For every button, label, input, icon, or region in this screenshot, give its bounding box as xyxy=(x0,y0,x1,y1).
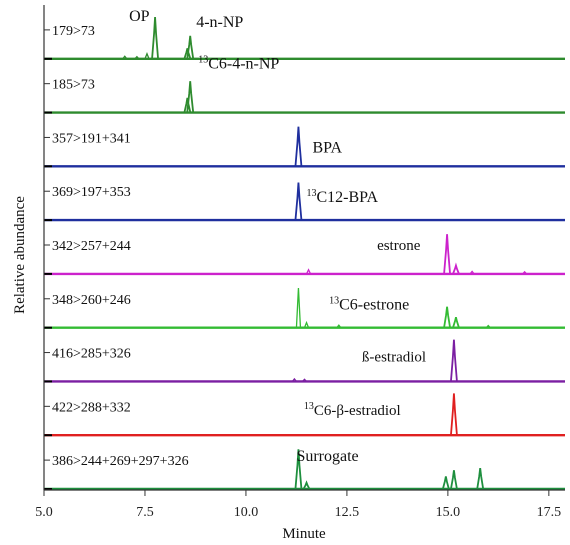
chromatogram-peak xyxy=(443,306,451,328)
transition-label: 369>197+353 xyxy=(52,185,131,200)
noise-spike xyxy=(291,377,297,382)
x-tick-label: 10.0 xyxy=(234,505,259,520)
noise-spike xyxy=(522,270,528,275)
chromatogram-peak xyxy=(151,16,159,59)
chromatogram-peak xyxy=(450,393,458,436)
compound-label: 4-n-NP xyxy=(196,14,243,31)
chromatogram-panel: 185>73 13C6-4-n-NP xyxy=(44,55,565,114)
transition-label: 357>191+341 xyxy=(52,131,131,146)
compound-label: 13C12-BPA xyxy=(306,188,378,206)
noise-spike xyxy=(295,287,302,328)
chromatogram-peak xyxy=(183,97,192,113)
compound-label: estrone xyxy=(377,238,421,254)
transition-label: 185>73 xyxy=(52,78,95,93)
noise-spike xyxy=(302,378,307,382)
compound-label: 13C6-estrone xyxy=(329,296,409,314)
chromatogram-peak xyxy=(443,234,451,274)
noise-spike xyxy=(336,324,342,329)
chromatogram-peak xyxy=(441,476,450,490)
noise-spike xyxy=(485,324,491,329)
transition-label: 422>288+332 xyxy=(52,400,131,415)
chromatogram-peak xyxy=(294,182,303,221)
chromatogram-panel: 416>285+326 ß-estradiol xyxy=(44,339,565,383)
x-tick-label: 15.0 xyxy=(436,505,461,520)
noise-spike xyxy=(134,55,140,60)
compound-label: ß-estradiol xyxy=(362,349,426,365)
chromatogram-panels: 179>73 OP 4-n-NP 185>73 13C6-4-n-NP 357>191+3… xyxy=(44,8,565,491)
transition-label: 342>257+244 xyxy=(52,239,131,254)
chromatogram-peak xyxy=(450,339,458,382)
x-tick-label: 17.5 xyxy=(537,505,562,520)
chromatogram-peak xyxy=(452,262,460,275)
chromatogram-panel: 422>288+332 13C6-β-estradiol xyxy=(44,393,565,437)
x-axis-title: Minute xyxy=(282,526,326,542)
chromatogram-peak xyxy=(302,480,311,490)
chromatogram-panel: 179>73 OP 4-n-NP xyxy=(44,8,565,60)
transition-label: 416>285+326 xyxy=(52,347,131,362)
x-tick-label: 5.0 xyxy=(35,505,53,520)
compound-label: OP xyxy=(129,8,150,25)
x-axis-ticks: 5.0 7.5 10.0 12.5 15.0 17.5 xyxy=(35,490,561,520)
chromatogram-peak xyxy=(294,126,303,167)
compound-label: 13C6-4-n-NP xyxy=(198,55,279,73)
noise-spike xyxy=(305,268,312,275)
compound-label: BPA xyxy=(312,139,342,156)
noise-spike xyxy=(144,52,150,60)
x-tick-label: 7.5 xyxy=(136,505,154,520)
compound-label: Surrogate xyxy=(296,448,358,465)
chromatogram-panel: 369>197+353 13C12-BPA xyxy=(44,182,565,222)
chromatogram-peak xyxy=(183,48,192,60)
chromatogram-peak xyxy=(476,468,485,490)
transition-label: 348>260+246 xyxy=(52,293,131,308)
chromatogram-peak xyxy=(294,449,303,490)
noise-spike xyxy=(122,55,128,60)
chromatogram-panel: 342>257+244 estrone xyxy=(44,234,565,276)
compound-label: 13C6-β-estradiol xyxy=(304,401,401,419)
transition-label: 386>244+269+297+326 xyxy=(52,454,189,469)
noise-spike xyxy=(469,270,475,275)
chromatogram-peak xyxy=(452,317,460,328)
chromatogram-peak xyxy=(450,470,458,490)
x-tick-label: 12.5 xyxy=(335,505,360,520)
chromatogram-panel: 348>260+246 13C6-estrone xyxy=(44,287,565,329)
chromatogram-panel: 357>191+341 BPA xyxy=(44,126,565,168)
transition-label: 179>73 xyxy=(52,24,95,39)
noise-spike xyxy=(303,320,310,328)
y-axis-title: Relative abundance xyxy=(12,196,28,314)
chromatogram-panel: 386>244+269+297+326 Surrogate xyxy=(44,448,565,491)
